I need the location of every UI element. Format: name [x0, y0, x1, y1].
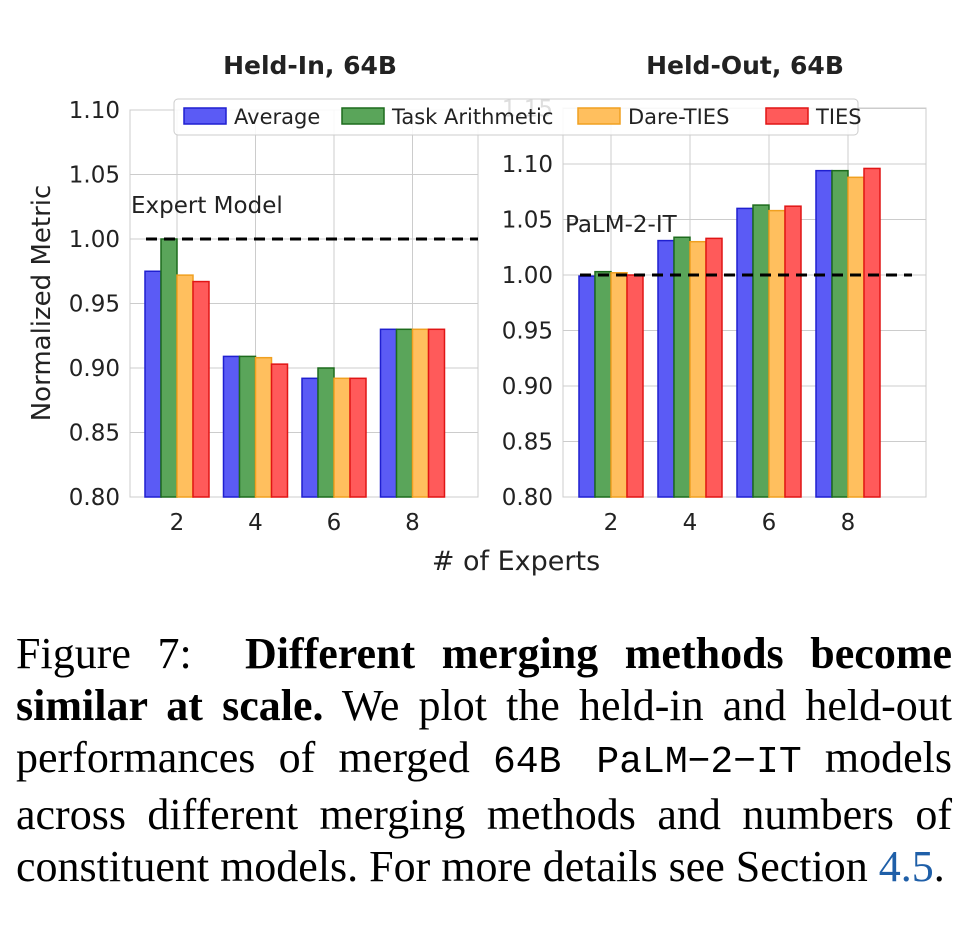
y-axis-label: Normalized Metric: [27, 185, 57, 422]
bar-task-arithmetic-8: [831, 169, 849, 498]
x-axis-label: # of Experts: [432, 546, 600, 577]
bar-task-arithmetic-2: [594, 270, 612, 498]
legend-swatch: [765, 107, 809, 125]
x-tick-label: 6: [327, 510, 342, 536]
bar-dare-ties-8: [847, 176, 865, 498]
x-tick-label: 4: [683, 510, 698, 536]
bar-dare-ties-6: [768, 209, 786, 498]
bar-average-2: [144, 270, 162, 498]
y-tick-label: 0.90: [502, 374, 553, 400]
bar-average-4: [222, 355, 241, 498]
reference-line-label: Expert Model: [131, 193, 283, 219]
bar-ties-6: [784, 205, 802, 498]
chart-panel-2: 0.800.850.900.951.001.051.101.152468PaLM…: [502, 51, 927, 536]
legend-label: Task Arithmetic: [391, 105, 553, 129]
chart-title: Held-In, 64B: [223, 51, 397, 80]
bar-task-arithmetic-6: [752, 204, 770, 498]
legend-swatch: [577, 107, 621, 125]
bar-ties-2: [192, 280, 210, 498]
x-tick-label: 8: [841, 510, 856, 536]
y-tick-label: 1.00: [69, 227, 120, 253]
caption-end: .: [933, 842, 945, 891]
bar-task-arithmetic-6: [317, 367, 335, 498]
caption-text-1: We plot the held-in and held-out perform…: [16, 681, 952, 782]
y-tick-label: 0.80: [69, 485, 120, 511]
bar-dare-ties-2: [176, 274, 194, 498]
legend-label: Dare-TIES: [628, 105, 729, 129]
bar-average-2: [578, 275, 596, 498]
legend-swatch: [341, 107, 385, 125]
x-tick-label: 2: [170, 510, 185, 536]
y-tick-label: 0.85: [69, 421, 120, 447]
legend-item-ties: TIES: [765, 105, 862, 129]
bar-ties-4: [705, 237, 723, 498]
bar-dare-ties-4: [689, 240, 707, 498]
bar-dare-ties-4: [254, 356, 273, 498]
y-tick-label: 0.95: [502, 319, 553, 345]
reference-line-label: PaLM-2-IT: [565, 212, 678, 238]
bar-ties-4: [270, 363, 289, 498]
legend-item-dare-ties: Dare-TIES: [577, 105, 729, 129]
bar-dare-ties-6: [333, 377, 351, 498]
legend-label: Average: [234, 105, 320, 129]
bar-task-arithmetic-4: [238, 355, 257, 498]
x-tick-label: 4: [248, 510, 263, 536]
caption-bold: Different merging methods become similar…: [16, 629, 952, 730]
figure-chart: 0.80 0.85 0.90 0.95 1.00 1.05 1.10 2 4 6 8 Expert M…: [27, 51, 927, 577]
x-tick-label: 8: [405, 510, 420, 536]
bar-average-6: [301, 377, 319, 498]
x-tick-label: 6: [762, 510, 777, 536]
bar-average-8: [379, 328, 398, 498]
y-tick-label: 1.00: [502, 263, 553, 289]
bar-task-arithmetic-2: [160, 238, 178, 498]
caption-prefix: Figure 7:: [16, 629, 192, 678]
bar-ties-2: [626, 274, 644, 498]
bar-average-8: [815, 169, 833, 498]
x-tick-label: 2: [604, 510, 619, 536]
chart-title: Held-Out, 64B: [646, 51, 844, 80]
y-tick-label: 0.85: [502, 430, 553, 456]
legend-label: TIES: [815, 105, 862, 129]
y-tick-label: 0.95: [69, 292, 120, 318]
caption-text-2: models across different merging methods …: [16, 733, 953, 891]
y-tick-label: 0.90: [69, 356, 120, 382]
bar-dare-ties-2: [610, 272, 628, 498]
bar-ties-8: [863, 167, 881, 498]
bar-dare-ties-8: [411, 328, 430, 498]
y-tick-label: 1.05: [69, 163, 120, 189]
bar-ties-8: [427, 328, 446, 498]
caption-section-link[interactable]: 4.5: [878, 842, 934, 891]
figure-caption: Figure 7: Different merging methods beco…: [16, 628, 952, 893]
bar-average-4: [657, 239, 675, 498]
legend-item-task-arithmetic: Task Arithmetic: [341, 105, 553, 129]
y-tick-label: 1.10: [69, 98, 120, 124]
legend-swatch: [183, 107, 227, 125]
bar-average-6: [736, 207, 754, 498]
bar-ties-6: [349, 377, 367, 498]
y-tick-label: 1.10: [502, 152, 553, 178]
legend-item-average: Average: [183, 105, 320, 129]
chart-panel-1: 0.80 0.85 0.90 0.95 1.00 1.05 1.10 2 4 6 8 Expert M…: [27, 51, 479, 536]
y-tick-label: 1.05: [502, 208, 553, 234]
legend: Average Task Arithmetic Dare-TIES TIES: [173, 98, 862, 136]
bar-task-arithmetic-8: [395, 328, 414, 498]
y-tick-label: 0.80: [502, 485, 553, 511]
caption-mono: 64B PaLM−2−IT: [492, 741, 802, 784]
